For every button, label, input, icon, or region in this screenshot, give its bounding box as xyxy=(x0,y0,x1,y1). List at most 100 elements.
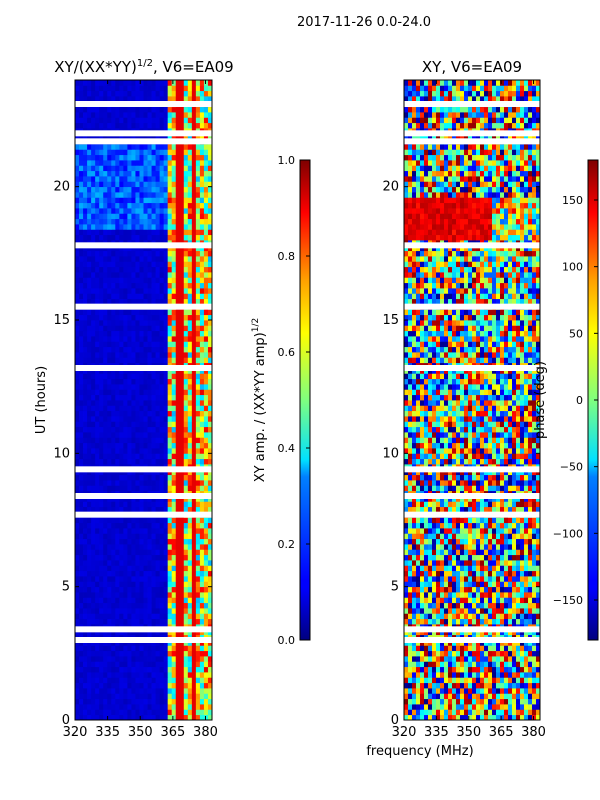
heatmap-cell xyxy=(151,448,156,454)
heatmap-cell xyxy=(143,656,148,662)
heatmap-cell xyxy=(91,677,96,684)
heatmap-cell xyxy=(207,442,212,449)
heatmap-cell xyxy=(103,560,108,566)
heatmap-cell xyxy=(179,106,185,113)
heatmap-cell xyxy=(408,688,413,694)
flagged-gap xyxy=(75,365,212,371)
heatmap-cell xyxy=(199,586,205,593)
heatmap-cell xyxy=(119,218,124,225)
heatmap-cell xyxy=(147,85,152,92)
heatmap-cell xyxy=(175,106,181,113)
heatmap-cell xyxy=(83,298,88,305)
heatmap-cell xyxy=(199,197,205,204)
heatmap-cell xyxy=(119,602,124,609)
heatmap-cell xyxy=(79,320,84,326)
heatmap-cell xyxy=(492,656,497,662)
heatmap-cell xyxy=(103,341,108,348)
heatmap-cell xyxy=(155,458,161,465)
heatmap-cell xyxy=(147,160,152,166)
heatmap-cell xyxy=(143,229,148,236)
heatmap-cell xyxy=(500,698,505,705)
heatmap-cell xyxy=(95,202,100,209)
heatmap-cell xyxy=(187,453,193,460)
heatmap-cell xyxy=(99,218,104,225)
heatmap-cell xyxy=(207,144,212,150)
heatmap-cell xyxy=(115,645,120,652)
heatmap-cell xyxy=(83,442,88,449)
heatmap-cell xyxy=(127,394,132,401)
heatmap-cell xyxy=(99,197,104,204)
heatmap-cell xyxy=(171,645,177,652)
heatmap-cell xyxy=(87,458,92,465)
heatmap-cell xyxy=(199,202,205,209)
heatmap-cell xyxy=(524,650,529,657)
heatmap-cell xyxy=(432,698,437,705)
heatmap-cell xyxy=(424,672,429,678)
heatmap-cell xyxy=(83,389,88,396)
heatmap-cell xyxy=(195,528,201,534)
heatmap-cell xyxy=(75,405,80,412)
heatmap-cell xyxy=(420,709,425,716)
heatmap-cell xyxy=(440,666,445,673)
heatmap-cell xyxy=(199,378,205,385)
heatmap-cell xyxy=(143,533,148,540)
heatmap-cell xyxy=(460,650,465,657)
heatmap-cell xyxy=(440,672,445,678)
heatmap-cell xyxy=(123,661,128,668)
heatmap-cell xyxy=(536,656,540,662)
heatmap-cell xyxy=(159,645,165,652)
heatmap-cell xyxy=(83,565,88,572)
heatmap-cell xyxy=(159,416,165,422)
heatmap-cell xyxy=(155,384,161,390)
heatmap-cell xyxy=(424,709,429,716)
heatmap-cell xyxy=(79,592,84,598)
heatmap-cell xyxy=(99,576,104,582)
heatmap-cell xyxy=(408,602,413,609)
heatmap-cell xyxy=(83,448,88,454)
heatmap-cell xyxy=(167,608,173,614)
heatmap-cell xyxy=(91,197,96,204)
heatmap-cell xyxy=(404,688,409,694)
heatmap-cell xyxy=(203,106,209,113)
heatmap-cell xyxy=(115,576,120,582)
heatmap-cell xyxy=(111,453,116,460)
heatmap-cell xyxy=(468,661,473,668)
heatmap-cell xyxy=(151,384,156,390)
heatmap-cell xyxy=(123,261,128,268)
heatmap-cell xyxy=(79,224,84,230)
heatmap-cell xyxy=(440,602,445,609)
heatmap-cell xyxy=(151,208,156,214)
heatmap-cell xyxy=(195,549,201,556)
heatmap-cell xyxy=(139,442,144,449)
heatmap-cell xyxy=(127,432,132,438)
heatmap-cell xyxy=(199,277,205,284)
heatmap-cell xyxy=(460,698,465,705)
heatmap-cell xyxy=(115,192,120,198)
heatmap-cell xyxy=(163,485,169,492)
heatmap-cell xyxy=(203,186,209,193)
heatmap-cell xyxy=(99,597,104,604)
heatmap-cell xyxy=(492,682,497,689)
heatmap-cell xyxy=(115,394,120,401)
heatmap-cell xyxy=(91,458,96,465)
heatmap-cell xyxy=(111,533,116,540)
heatmap-cell xyxy=(123,293,128,300)
heatmap-cell xyxy=(75,256,80,262)
heatmap-cell xyxy=(127,442,132,449)
heatmap-cell xyxy=(191,346,197,353)
heatmap-cell xyxy=(79,480,84,486)
heatmap-cell xyxy=(203,197,209,204)
heatmap-cell xyxy=(195,192,201,198)
heatmap-cell xyxy=(199,426,205,433)
heatmap-cell xyxy=(99,426,104,433)
heatmap-cell xyxy=(163,261,169,268)
heatmap-cell xyxy=(83,160,88,166)
heatmap-cell xyxy=(536,592,540,598)
heatmap-cell xyxy=(412,704,417,710)
heatmap-cell xyxy=(139,432,144,438)
heatmap-cell xyxy=(75,416,80,422)
heatmap-cell xyxy=(75,293,80,300)
heatmap-cell xyxy=(175,586,181,593)
heatmap-cell xyxy=(151,618,156,625)
heatmap-cell xyxy=(155,256,161,262)
